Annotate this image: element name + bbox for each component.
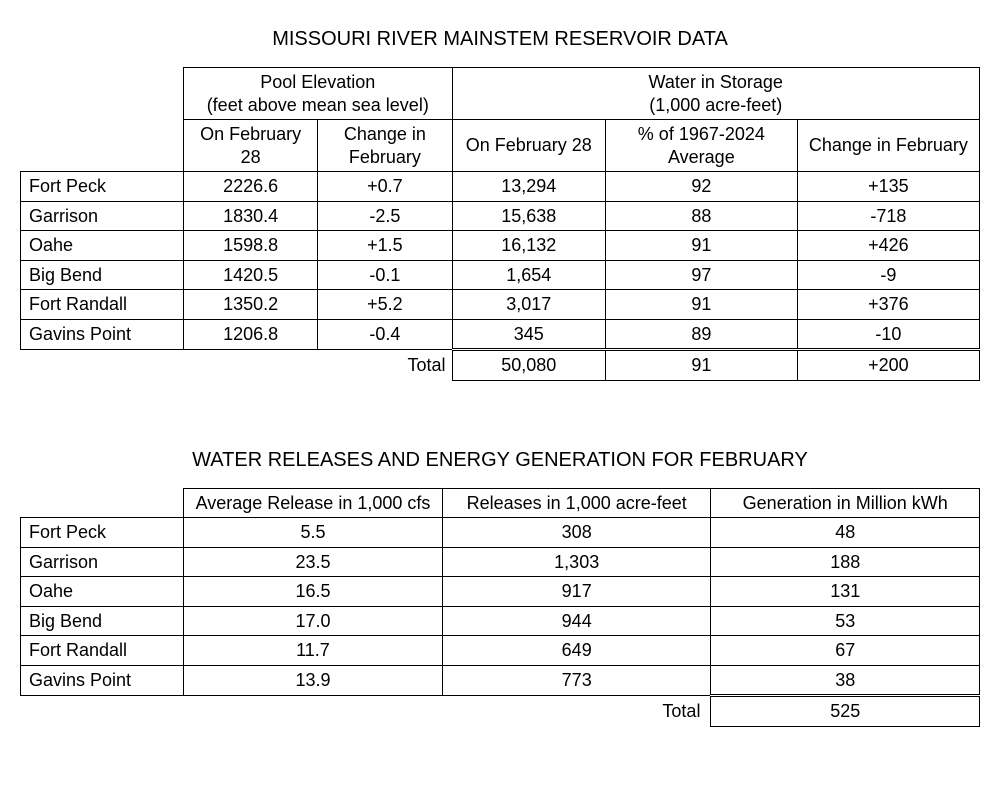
cell-pe-on: 1830.4 <box>184 201 318 231</box>
table-row: Big Bend1420.5-0.11,65497-9 <box>21 260 980 290</box>
cell-avg: 17.0 <box>184 606 443 636</box>
cell-gen: 67 <box>711 636 980 666</box>
col-gen: Generation in Million kWh <box>711 488 980 518</box>
cell-pe-on: 1350.2 <box>184 290 318 320</box>
row-name: Garrison <box>21 201 184 231</box>
cell-pe-chg: +1.5 <box>318 231 452 261</box>
row-name: Oahe <box>21 577 184 607</box>
cell-avg: 23.5 <box>184 547 443 577</box>
cell-ws-pct: 91 <box>605 290 797 320</box>
table2-title: WATER RELEASES AND ENERGY GENERATION FOR… <box>20 449 980 472</box>
table-row: Gavins Point1206.8-0.434589-10 <box>21 319 980 350</box>
cell-ws-chg: -10 <box>797 319 979 350</box>
cell-gen: 188 <box>711 547 980 577</box>
table-row: Fort Peck2226.6+0.713,29492+135 <box>21 172 980 202</box>
col-pe-on: On February 28 <box>184 120 318 172</box>
group-header-storage: Water in Storage (1,000 acre-feet) <box>452 68 979 120</box>
cell-ws-chg: -718 <box>797 201 979 231</box>
cell-pe-chg: +5.2 <box>318 290 452 320</box>
table-row: Garrison1830.4-2.515,63888-718 <box>21 201 980 231</box>
cell-ws-chg: +426 <box>797 231 979 261</box>
row-name: Fort Peck <box>21 518 184 548</box>
cell-avg: 13.9 <box>184 665 443 696</box>
total-ws-pct: 91 <box>605 350 797 381</box>
cell-ws-on: 16,132 <box>452 231 605 261</box>
reservoir-table: Pool Elevation (feet above mean sea leve… <box>20 67 980 381</box>
total-ws-on: 50,080 <box>452 350 605 381</box>
row-name: Fort Randall <box>21 636 184 666</box>
row-name: Oahe <box>21 231 184 261</box>
cell-gen: 53 <box>711 606 980 636</box>
cell-ws-chg: -9 <box>797 260 979 290</box>
col-pe-chg: Change in February <box>318 120 452 172</box>
table1-title: MISSOURI RIVER MAINSTEM RESERVOIR DATA <box>20 28 980 51</box>
cell-ws-pct: 89 <box>605 319 797 350</box>
cell-avg: 16.5 <box>184 577 443 607</box>
cell-avg: 5.5 <box>184 518 443 548</box>
row-name: Big Bend <box>21 606 184 636</box>
table-row: Fort Peck5.530848 <box>21 518 980 548</box>
cell-gen: 131 <box>711 577 980 607</box>
table-row: Big Bend17.094453 <box>21 606 980 636</box>
row-name: Fort Peck <box>21 172 184 202</box>
row-name: Gavins Point <box>21 319 184 350</box>
group-header-pool: Pool Elevation (feet above mean sea leve… <box>184 68 453 120</box>
total-label-1: Total <box>318 350 452 381</box>
cell-ws-on: 1,654 <box>452 260 605 290</box>
cell-ws-on: 3,017 <box>452 290 605 320</box>
cell-ws-on: 13,294 <box>452 172 605 202</box>
cell-pe-chg: -0.1 <box>318 260 452 290</box>
releases-table: Average Release in 1,000 cfs Releases in… <box>20 488 980 727</box>
table-row: Oahe1598.8+1.516,13291+426 <box>21 231 980 261</box>
cell-ws-pct: 88 <box>605 201 797 231</box>
cell-pe-on: 1420.5 <box>184 260 318 290</box>
cell-ws-pct: 91 <box>605 231 797 261</box>
row-name: Fort Randall <box>21 290 184 320</box>
cell-rel: 917 <box>442 577 711 607</box>
cell-rel: 649 <box>442 636 711 666</box>
table-row: Garrison23.51,303188 <box>21 547 980 577</box>
cell-ws-chg: +376 <box>797 290 979 320</box>
total-gen: 525 <box>711 696 980 727</box>
row-name: Big Bend <box>21 260 184 290</box>
cell-pe-on: 1598.8 <box>184 231 318 261</box>
cell-pe-chg: +0.7 <box>318 172 452 202</box>
cell-rel: 773 <box>442 665 711 696</box>
cell-rel: 944 <box>442 606 711 636</box>
table-row: Oahe16.5917131 <box>21 577 980 607</box>
col-ws-pct: % of 1967-2024 Average <box>605 120 797 172</box>
table-row: Gavins Point13.977338 <box>21 665 980 696</box>
total-label-2: Total <box>442 696 711 727</box>
cell-rel: 1,303 <box>442 547 711 577</box>
cell-ws-pct: 92 <box>605 172 797 202</box>
cell-pe-chg: -2.5 <box>318 201 452 231</box>
col-rel: Releases in 1,000 acre-feet <box>442 488 711 518</box>
cell-gen: 38 <box>711 665 980 696</box>
cell-ws-on: 345 <box>452 319 605 350</box>
row-name: Gavins Point <box>21 665 184 696</box>
cell-ws-on: 15,638 <box>452 201 605 231</box>
total-ws-chg: +200 <box>797 350 979 381</box>
cell-pe-on: 2226.6 <box>184 172 318 202</box>
table-row: Fort Randall11.764967 <box>21 636 980 666</box>
cell-ws-pct: 97 <box>605 260 797 290</box>
table-row: Fort Randall1350.2+5.23,01791+376 <box>21 290 980 320</box>
col-ws-on: On February 28 <box>452 120 605 172</box>
row-name: Garrison <box>21 547 184 577</box>
cell-pe-chg: -0.4 <box>318 319 452 350</box>
col-avg: Average Release in 1,000 cfs <box>184 488 443 518</box>
cell-avg: 11.7 <box>184 636 443 666</box>
cell-gen: 48 <box>711 518 980 548</box>
col-ws-chg: Change in February <box>797 120 979 172</box>
cell-ws-chg: +135 <box>797 172 979 202</box>
cell-rel: 308 <box>442 518 711 548</box>
cell-pe-on: 1206.8 <box>184 319 318 350</box>
